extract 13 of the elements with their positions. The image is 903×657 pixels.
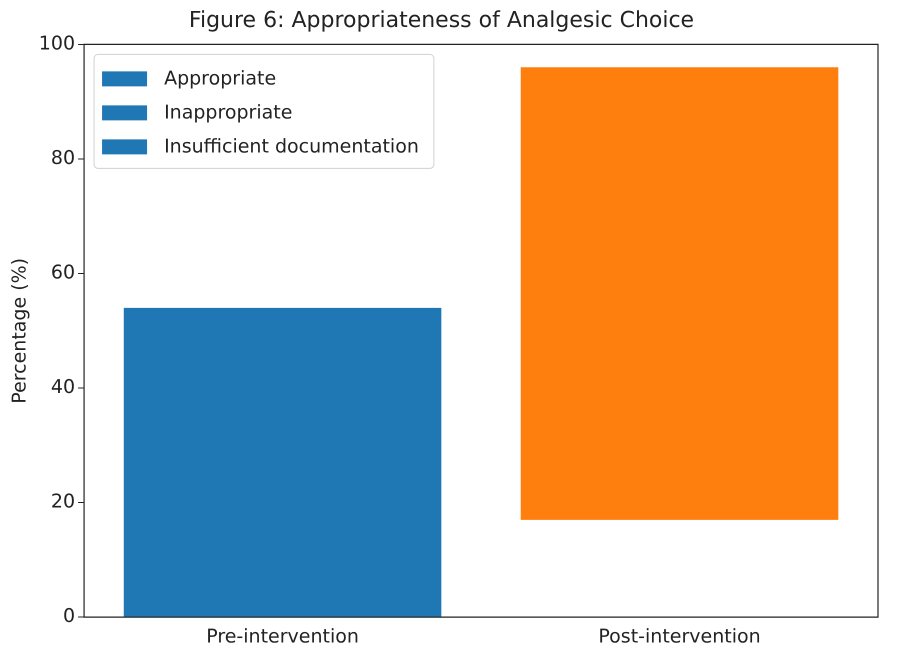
- y-tick-label: 80: [50, 146, 76, 169]
- x-tick-label: Post-intervention: [598, 626, 761, 648]
- legend-label: Insufficient documentation: [164, 135, 419, 158]
- y-tick-label: 20: [50, 490, 76, 513]
- y-axis-title: Percentage (%): [8, 258, 30, 404]
- chart-title: Figure 6: Appropriateness of Analgesic Choice: [188, 8, 694, 33]
- legend-label: Inappropriate: [164, 101, 292, 124]
- y-tick-label: 40: [50, 376, 76, 398]
- y-tick-label: 60: [50, 261, 76, 284]
- y-tick-label: 100: [38, 32, 76, 54]
- legend-label: Appropriate: [164, 67, 276, 90]
- y-tick-label: 0: [62, 605, 76, 628]
- x-tick-label: Pre-intervention: [206, 626, 359, 648]
